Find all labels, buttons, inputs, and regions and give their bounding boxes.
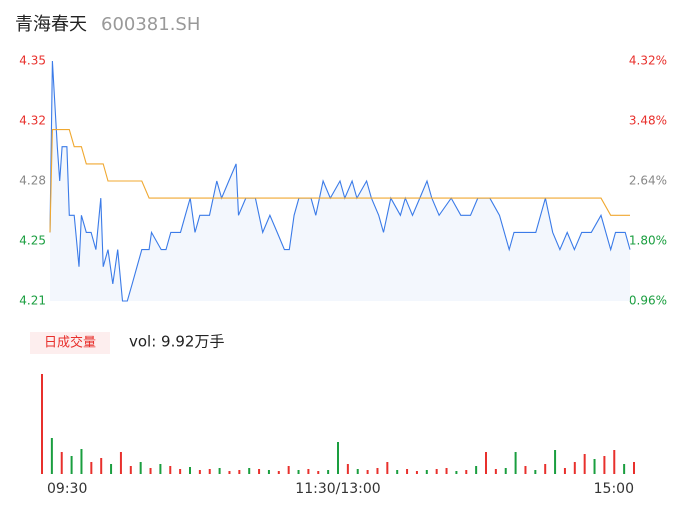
volume-bar: [346, 464, 349, 474]
volume-bar: [613, 450, 616, 474]
stock-name: 青海春天: [15, 14, 87, 35]
volume-bar: [376, 468, 379, 474]
volume-bar: [179, 469, 182, 474]
x-tick-label: 11:30/13:00: [295, 481, 380, 497]
volume-bar: [287, 466, 290, 474]
volume-bar: [159, 464, 162, 474]
volume-bar: [248, 468, 251, 474]
volume-bar: [297, 470, 300, 474]
volume-bar: [60, 452, 63, 474]
volume-bar: [396, 470, 399, 474]
volume-bar: [129, 466, 132, 474]
y-tick-label: 4.28: [19, 174, 46, 188]
y-tick-label: 4.35: [19, 54, 46, 68]
volume-bar: [189, 467, 191, 474]
volume-bar: [149, 468, 152, 474]
average-line: [49, 129, 630, 233]
volume-bar: [208, 469, 211, 474]
stock-code: 600381.SH: [101, 14, 200, 35]
volume-bar: [475, 466, 478, 474]
volume-bar: [80, 449, 83, 474]
volume-bar: [485, 452, 487, 474]
volume-bar: [633, 462, 635, 474]
volume-bar: [258, 469, 261, 474]
volume-bar: [119, 452, 122, 474]
volume-bar: [573, 462, 576, 474]
volume-bar: [554, 450, 557, 474]
volume-bar: [465, 470, 468, 474]
volume-bar: [139, 462, 142, 474]
volume-bar: [455, 471, 458, 474]
y-tick-label: 4.25: [19, 234, 46, 248]
volume-badge: [30, 332, 110, 354]
volume-bar: [435, 469, 438, 474]
volume-bar: [110, 464, 113, 474]
volume-bar: [366, 470, 369, 474]
volume-bar: [41, 374, 43, 474]
y2-tick-label: 4.32%: [629, 54, 667, 68]
volume-bar: [218, 468, 221, 474]
volume-bar: [583, 454, 586, 474]
x-tick-label: 15:00: [594, 481, 634, 497]
volume-bar: [337, 442, 339, 474]
volume-title: 日成交量: [44, 335, 96, 351]
volume-bar: [100, 458, 103, 474]
volume-bar: [228, 471, 231, 474]
volume-bar: [50, 438, 53, 474]
volume-bar: [356, 469, 359, 474]
volume-bar: [317, 471, 320, 474]
volume-bar: [415, 471, 418, 474]
volume-bar: [593, 459, 596, 474]
volume-bar: [504, 468, 507, 474]
volume-bar: [623, 464, 626, 474]
volume-bar: [70, 456, 73, 474]
volume-bar: [277, 471, 280, 474]
volume-bar: [494, 469, 497, 474]
volume-bar: [307, 469, 310, 474]
y-tick-label: 4.32: [19, 114, 46, 128]
y-tick-label: 4.21: [19, 294, 46, 308]
volume-bar: [169, 466, 172, 474]
x-tick-label: 09:30: [47, 481, 87, 497]
volume-bar: [386, 462, 389, 474]
y2-tick-label: 0.96%: [629, 294, 667, 308]
volume-bar: [406, 469, 409, 474]
volume-bar: [267, 470, 270, 474]
volume-bar: [603, 456, 606, 474]
volume-bar: [445, 468, 448, 474]
volume-bar: [544, 464, 547, 474]
price-line: [49, 60, 631, 302]
volume-bar: [198, 470, 201, 474]
volume-total: vol: 9.92万手: [129, 333, 224, 351]
volume-bar: [90, 462, 93, 474]
y2-tick-label: 3.48%: [629, 114, 667, 128]
volume-bar: [563, 468, 566, 474]
y2-tick-label: 1.80%: [629, 234, 667, 248]
volume-bar: [327, 470, 330, 474]
volume-bar: [514, 452, 517, 474]
volume-bar: [425, 470, 428, 474]
volume-bar: [524, 466, 527, 474]
volume-bar: [534, 470, 537, 474]
y2-tick-label: 2.64%: [629, 174, 667, 188]
volume-bar: [238, 470, 241, 474]
